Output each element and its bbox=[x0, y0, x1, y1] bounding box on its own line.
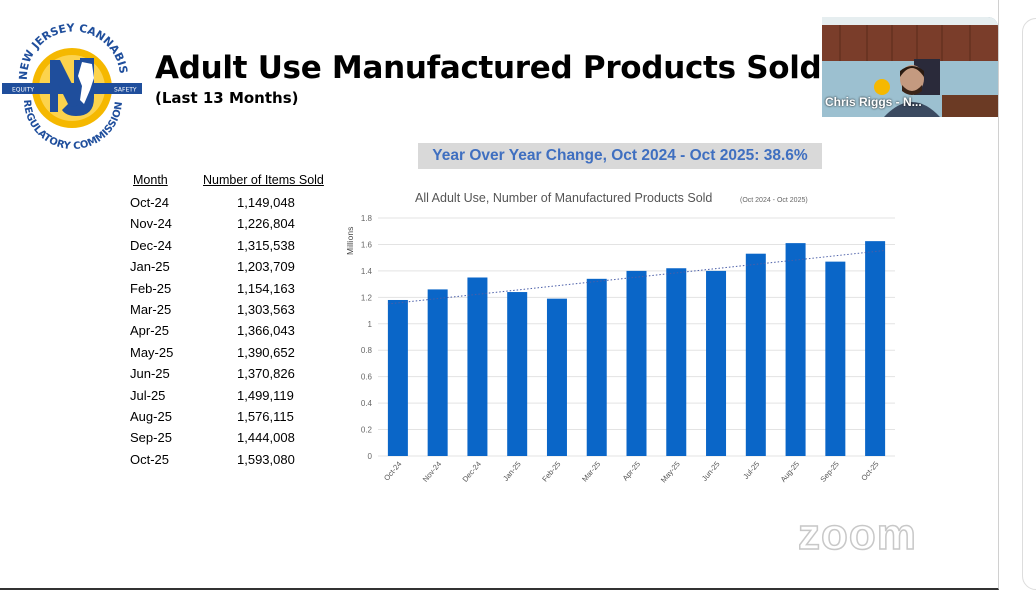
month-cell: Mar-25 bbox=[130, 302, 172, 317]
items-sold-header: Number of Items Sold bbox=[203, 173, 324, 187]
items-sold-cell: 1,366,043 bbox=[237, 323, 295, 339]
y-tick-label: 1 bbox=[368, 320, 373, 329]
month-cell: Nov-24 bbox=[130, 216, 172, 232]
month-cell: Jan-25 bbox=[130, 259, 170, 275]
items-sold-cell: 1,390,652 bbox=[237, 344, 295, 360]
x-tick-label: Jan-25 bbox=[501, 460, 523, 483]
month-cell: Apr-25 bbox=[130, 323, 170, 339]
y-tick-label: 0.8 bbox=[361, 346, 373, 355]
items-sold-cell: 1,576,115 bbox=[237, 409, 294, 424]
slide-title: Adult Use Manufactured Products Sold by bbox=[155, 50, 874, 86]
bar-jun-25 bbox=[706, 270, 727, 456]
table-row: Aug-25 1,576,115 bbox=[120, 409, 340, 429]
month-cell: Oct-25 bbox=[130, 451, 170, 467]
month-cell: May-25 bbox=[130, 344, 174, 360]
bar-apr-25 bbox=[626, 270, 647, 456]
bar-nov-24 bbox=[427, 289, 448, 456]
bar-may-25 bbox=[666, 268, 687, 456]
table-row: Jul-25 1,499,119 bbox=[120, 388, 340, 408]
items-sold-cell: 1,149,048 bbox=[237, 195, 295, 210]
video-feed bbox=[822, 17, 998, 117]
y-tick-label: 1.8 bbox=[361, 214, 373, 223]
yoy-change-banner: Year Over Year Change, Oct 2024 - Oct 20… bbox=[418, 143, 822, 169]
x-tick-label: Jun-25 bbox=[700, 460, 722, 483]
svg-text:SAFETY: SAFETY bbox=[114, 87, 137, 94]
month-cell: Aug-25 bbox=[130, 409, 172, 424]
x-tick-label: Dec-24 bbox=[461, 460, 483, 484]
bar-oct-24 bbox=[387, 299, 408, 456]
y-axis-label: Millions bbox=[345, 227, 355, 255]
month-cell: Jul-25 bbox=[130, 387, 166, 403]
y-tick-label: 0.6 bbox=[361, 373, 373, 382]
month-cell: Feb-25 bbox=[130, 280, 172, 296]
x-tick-label: Aug-25 bbox=[779, 460, 801, 484]
y-tick-label: 1.2 bbox=[361, 293, 373, 302]
table-row: Feb-25 1,154,163 bbox=[120, 281, 340, 301]
bar-dec-24 bbox=[467, 277, 488, 456]
x-tick-label: Mar-25 bbox=[580, 460, 602, 484]
table-row: May-25 1,390,652 bbox=[120, 345, 340, 365]
month-cell: Oct-24 bbox=[130, 195, 170, 210]
table-row: Apr-25 1,366,043 bbox=[120, 323, 340, 343]
x-tick-label: Oct-25 bbox=[859, 460, 880, 483]
table-row: Dec-24 1,315,538 bbox=[120, 238, 340, 258]
x-tick-label: Feb-25 bbox=[540, 460, 562, 484]
trendline bbox=[387, 249, 886, 305]
x-tick-label: Oct-24 bbox=[382, 460, 403, 483]
month-header: Month bbox=[133, 173, 168, 187]
items-sold-cell: 1,154,163 bbox=[237, 280, 295, 296]
items-sold-cell: 1,370,826 bbox=[237, 366, 295, 382]
table-row: Sep-25 1,444,008 bbox=[120, 430, 340, 450]
zoom-watermark: zoom bbox=[797, 509, 917, 560]
bar-oct-25 bbox=[865, 241, 886, 456]
slide-subtitle: (Last 13 Months) bbox=[155, 89, 299, 107]
njcrc-logo: EQUITY SAFETY NEW JERSEY CANNABIS REGULA… bbox=[2, 21, 142, 152]
bar-jan-25 bbox=[507, 292, 528, 456]
bar-sep-25 bbox=[825, 261, 846, 456]
table-row: Jun-25 1,370,826 bbox=[120, 366, 340, 386]
chart-title: All Adult Use, Number of Manufactured Pr… bbox=[415, 191, 712, 205]
month-cell: Dec-24 bbox=[130, 237, 172, 253]
bar-jul-25 bbox=[745, 253, 766, 456]
bar-feb-25 bbox=[546, 298, 567, 456]
bar-mar-25 bbox=[586, 278, 607, 456]
svg-text:EQUITY: EQUITY bbox=[12, 87, 34, 94]
items-sold-cell: 1,499,119 bbox=[237, 387, 294, 403]
items-sold-cell: 1,444,008 bbox=[237, 430, 295, 446]
participant-name: Chris Riggs - N... bbox=[825, 95, 922, 109]
x-tick-label: Sep-25 bbox=[818, 460, 840, 484]
items-sold-cell: 1,593,080 bbox=[237, 451, 295, 467]
bar-aug-25 bbox=[785, 243, 806, 456]
table-row: Oct-25 1,593,080 bbox=[120, 452, 340, 472]
table-row: Oct-24 1,149,048 bbox=[120, 195, 340, 215]
table-row: Jan-25 1,203,709 bbox=[120, 259, 340, 279]
chart-title-note: (Oct 2024 - Oct 2025) bbox=[740, 197, 808, 204]
y-tick-label: 0 bbox=[368, 452, 373, 461]
y-tick-label: 1.4 bbox=[361, 267, 373, 276]
items-sold-cell: 1,226,804 bbox=[237, 216, 295, 232]
x-tick-label: Apr-25 bbox=[621, 460, 642, 483]
bar-chart: All Adult Use, Number of Manufactured Pr… bbox=[345, 191, 895, 485]
table-row: Nov-24 1,226,804 bbox=[120, 216, 340, 236]
table-row: Mar-25 1,303,563 bbox=[120, 302, 340, 322]
month-cell: Sep-25 bbox=[130, 430, 172, 446]
x-tick-label: Jul-25 bbox=[741, 460, 761, 481]
participant-video[interactable]: Chris Riggs - N... bbox=[822, 17, 998, 117]
items-sold-cell: 1,203,709 bbox=[237, 259, 295, 275]
month-cell: Jun-25 bbox=[130, 366, 170, 382]
x-tick-label: Nov-24 bbox=[421, 460, 443, 484]
items-sold-cell: 1,315,538 bbox=[237, 237, 295, 253]
side-panel bbox=[1022, 18, 1036, 590]
y-tick-label: 0.2 bbox=[361, 426, 373, 435]
y-tick-label: 0.4 bbox=[361, 399, 373, 408]
items-sold-cell: 1,303,563 bbox=[237, 302, 295, 317]
y-tick-label: 1.6 bbox=[361, 240, 373, 249]
x-tick-label: May-25 bbox=[659, 460, 682, 485]
